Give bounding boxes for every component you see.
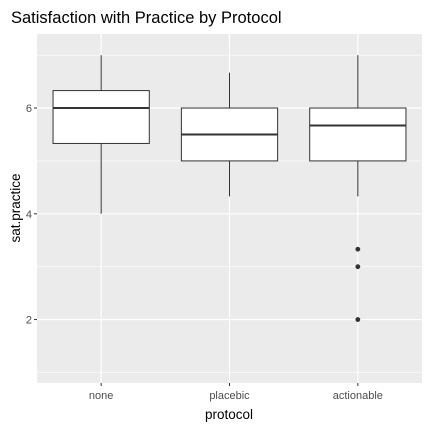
- box-iqr: [309, 107, 407, 162]
- chart-title: Satisfaction with Practice by Protocol: [11, 9, 282, 27]
- y-axis-title: sat.practice: [8, 173, 23, 242]
- boxes: [52, 55, 407, 322]
- y-tick-label: 6: [26, 103, 32, 115]
- y-axis: 2 4 6: [26, 103, 37, 327]
- y-tick-label: 4: [26, 209, 32, 221]
- box-none: [52, 55, 150, 214]
- x-axis: none placebic actionable: [89, 383, 383, 402]
- box-actionable: [309, 55, 407, 322]
- box-placebic: [180, 72, 279, 197]
- outlier-point: [355, 317, 361, 322]
- box-iqr: [52, 90, 150, 144]
- x-tick-label: actionable: [333, 390, 383, 402]
- x-tick-label: placebic: [209, 390, 250, 402]
- x-tick-label: none: [89, 390, 113, 402]
- y-tick-label: 2: [26, 315, 32, 327]
- outlier-point: [355, 246, 361, 252]
- outlier-point: [355, 264, 361, 270]
- x-axis-title: protocol: [205, 407, 253, 422]
